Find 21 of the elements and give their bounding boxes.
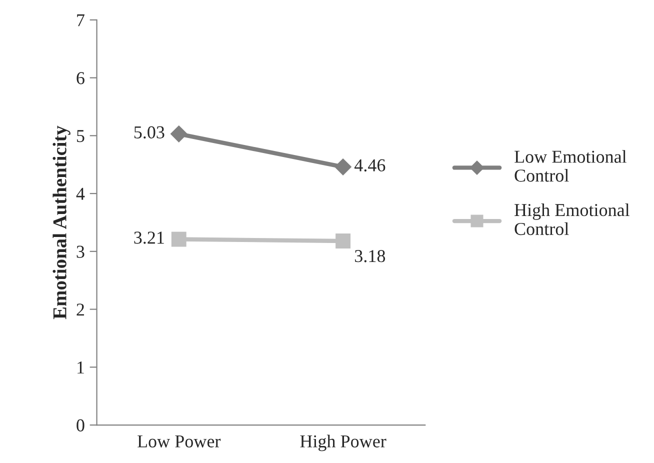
y-tick-label: 3 (76, 246, 84, 258)
y-tick-label: 4 (76, 188, 85, 200)
point (336, 234, 350, 248)
point (171, 232, 186, 247)
y-tick-label: 1 (78, 362, 84, 374)
x-tick-label: Low Power (138, 435, 221, 448)
data-label: 4.46 (354, 159, 386, 172)
point (170, 126, 188, 142)
data-label: 3.21 (134, 232, 164, 244)
y-tick-label: 7 (77, 14, 84, 26)
y-tick-label: 0 (76, 419, 84, 432)
y-tick-label: 5 (77, 130, 84, 142)
y-tick-label: 2 (76, 304, 84, 316)
data-label: 5.03 (134, 126, 164, 139)
y-tick-label: 6 (76, 72, 84, 84)
legend-label: High Emotional Control (514, 203, 630, 236)
y-axis-title: Emotional Authenticity (52, 126, 70, 320)
legend-label: Low Emotional Control (514, 150, 626, 182)
x-tick-label: High Power (300, 434, 386, 452)
point (334, 158, 352, 176)
data-label: 3.18 (354, 250, 386, 262)
